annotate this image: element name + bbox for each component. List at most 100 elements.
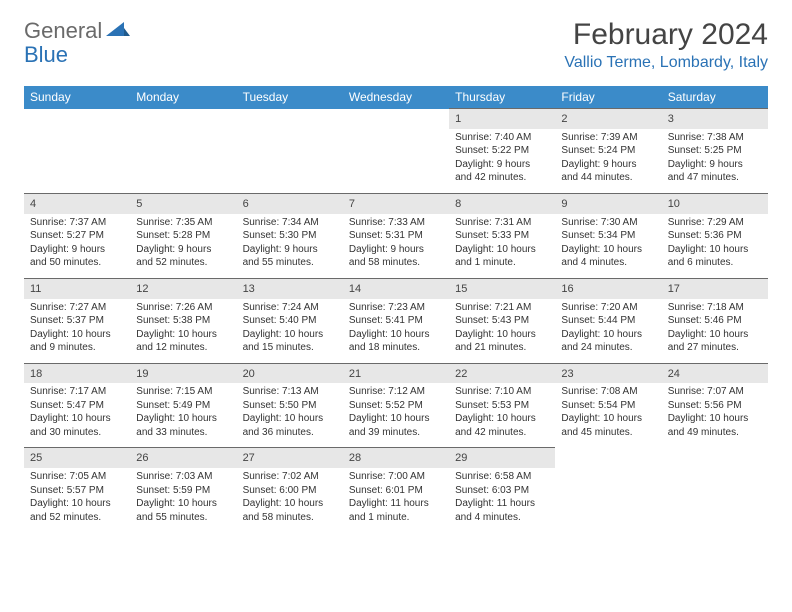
empty-cell bbox=[555, 468, 661, 532]
logo-text-general: General bbox=[24, 18, 102, 44]
day-details: Sunrise: 7:23 AMSunset: 5:41 PMDaylight:… bbox=[343, 299, 449, 364]
day-number: 16 bbox=[555, 278, 661, 298]
sunrise-line: Sunrise: 7:03 AM bbox=[136, 471, 212, 482]
day-detail-row: Sunrise: 7:37 AMSunset: 5:27 PMDaylight:… bbox=[24, 214, 768, 279]
daylight-line: Daylight: 10 hours and 42 minutes. bbox=[455, 413, 536, 438]
sunrise-line: Sunrise: 7:12 AM bbox=[349, 386, 425, 397]
daylight-line: Daylight: 9 hours and 50 minutes. bbox=[30, 244, 105, 269]
day-number: 21 bbox=[343, 363, 449, 383]
day-number: 22 bbox=[449, 363, 555, 383]
day-number: 3 bbox=[662, 109, 768, 129]
sunset-line: Sunset: 5:52 PM bbox=[349, 400, 423, 411]
sunrise-line: Sunrise: 7:30 AM bbox=[561, 217, 637, 228]
logo-icon bbox=[106, 20, 130, 43]
sunset-line: Sunset: 5:40 PM bbox=[243, 315, 317, 326]
daylight-line: Daylight: 11 hours and 1 minute. bbox=[349, 498, 429, 523]
day-details: Sunrise: 7:15 AMSunset: 5:49 PMDaylight:… bbox=[130, 383, 236, 448]
sunset-line: Sunset: 5:24 PM bbox=[561, 145, 635, 156]
day-details: Sunrise: 7:13 AMSunset: 5:50 PMDaylight:… bbox=[237, 383, 343, 448]
weekday-header-row: SundayMondayTuesdayWednesdayThursdayFrid… bbox=[24, 86, 768, 109]
logo: General bbox=[24, 18, 132, 44]
daylight-line: Daylight: 10 hours and 9 minutes. bbox=[30, 329, 111, 354]
day-number: 8 bbox=[449, 193, 555, 213]
sunset-line: Sunset: 5:54 PM bbox=[561, 400, 635, 411]
day-details: Sunrise: 7:07 AM Sunset: 5:56 PM Daylight:… bbox=[662, 383, 768, 448]
sunrise-line: Sunrise: 7:08 AM bbox=[561, 386, 637, 397]
sunrise-line: Sunrise: 7:10 AM bbox=[455, 386, 531, 397]
sunrise-line: Sunrise: 7:02 AM bbox=[243, 471, 319, 482]
sunrise-line: Sunrise: 7:13 AM bbox=[243, 386, 319, 397]
day-details: Sunrise: 7:40 AMSunset: 5:22 PMDaylight:… bbox=[449, 129, 555, 194]
weekday-header: Thursday bbox=[449, 86, 555, 109]
sunset-line: Sunset: 5:49 PM bbox=[136, 400, 210, 411]
sunrise-line: Sunrise: 7:26 AM bbox=[136, 302, 212, 313]
day-detail-row: Sunrise: 7:17 AMSunset: 5:47 PMDaylight:… bbox=[24, 383, 768, 448]
day-details: Sunrise: 7:26 AM Sunset: 5:38 PM Daylight:… bbox=[130, 299, 236, 364]
day-details: Sunrise: 7:29 AMSunset: 5:36 PMDaylight:… bbox=[662, 214, 768, 279]
day-number: 2 bbox=[555, 109, 661, 129]
daylight-line: Daylight: 10 hours and 4 minutes. bbox=[561, 244, 642, 269]
sunset-line: Sunset: 5:56 PM bbox=[668, 400, 742, 411]
day-details: Sunrise: 7:34 AMSunset: 5:30 PMDaylight:… bbox=[237, 214, 343, 279]
weekday-header: Friday bbox=[555, 86, 661, 109]
empty-cell bbox=[237, 129, 343, 194]
weekday-header: Wednesday bbox=[343, 86, 449, 109]
sunset-line: Sunset: 6:00 PM bbox=[243, 485, 317, 496]
day-details: Sunrise: 7:08 AMSunset: 5:54 PMDaylight:… bbox=[555, 383, 661, 448]
day-number-row: 123 bbox=[24, 109, 768, 129]
daylight-line: Daylight: 10 hours and 33 minutes. bbox=[136, 413, 217, 438]
sunrise-line: Sunrise: 7:00 AM bbox=[349, 471, 425, 482]
day-details: Sunrise: 7:30 AMSunset: 5:34 PMDaylight:… bbox=[555, 214, 661, 279]
empty-cell bbox=[555, 448, 661, 468]
sunrise-line: Sunrise: 7:29 AM bbox=[668, 217, 744, 228]
sunrise-line: Sunrise: 7:35 AM bbox=[136, 217, 212, 228]
daylight-line: Daylight: 10 hours and 55 minutes. bbox=[136, 498, 217, 523]
day-details: Sunrise: 7:27 AMSunset: 5:37 PMDaylight:… bbox=[24, 299, 130, 364]
day-details: Sunrise: 6:58 AMSunset: 6:03 PMDaylight:… bbox=[449, 468, 555, 532]
daylight-line: Daylight: 10 hours and 49 minutes. bbox=[668, 413, 749, 438]
day-detail-row: Sunrise: 7:05 AMSunset: 5:57 PMDaylight:… bbox=[24, 468, 768, 532]
sunset-line: Sunset: 5:47 PM bbox=[30, 400, 104, 411]
daylight-line: Daylight: 10 hours and 12 minutes. bbox=[136, 329, 217, 354]
sunset-line: Sunset: 5:38 PM bbox=[136, 315, 210, 326]
empty-cell bbox=[343, 109, 449, 129]
daylight-line: Daylight: 10 hours and 36 minutes. bbox=[243, 413, 324, 438]
empty-cell bbox=[343, 129, 449, 194]
day-details: Sunrise: 7:37 AMSunset: 5:27 PMDaylight:… bbox=[24, 214, 130, 279]
daylight-line: Daylight: 10 hours and 21 minutes. bbox=[455, 329, 536, 354]
daylight-line: Daylight: 9 hours and 44 minutes. bbox=[561, 159, 636, 184]
sunrise-line: Sunrise: 7:31 AM bbox=[455, 217, 531, 228]
sunset-line: Sunset: 5:46 PM bbox=[668, 315, 742, 326]
daylight-line: Daylight: 10 hours and 24 minutes. bbox=[561, 329, 642, 354]
weekday-header: Saturday bbox=[662, 86, 768, 109]
day-details: Sunrise: 7:03 AMSunset: 5:59 PMDaylight:… bbox=[130, 468, 236, 532]
sunset-line: Sunset: 5:22 PM bbox=[455, 145, 529, 156]
sunrise-line: Sunrise: 7:20 AM bbox=[561, 302, 637, 313]
day-details: Sunrise: 7:05 AMSunset: 5:57 PMDaylight:… bbox=[24, 468, 130, 532]
daylight-line: Daylight: 11 hours and 4 minutes. bbox=[455, 498, 535, 523]
day-details: Sunrise: 7:02 AMSunset: 6:00 PMDaylight:… bbox=[237, 468, 343, 532]
day-number: 7 bbox=[343, 193, 449, 213]
daylight-line: Daylight: 10 hours and 6 minutes. bbox=[668, 244, 749, 269]
day-number: 5 bbox=[130, 193, 236, 213]
day-number-row: 45678910 bbox=[24, 193, 768, 213]
sunset-line: Sunset: 6:01 PM bbox=[349, 485, 423, 496]
day-number: 14 bbox=[343, 278, 449, 298]
daylight-line: Daylight: 10 hours and 52 minutes. bbox=[30, 498, 111, 523]
day-details: Sunrise: 7:00 AM Sunset: 6:01 PM Daylight:… bbox=[343, 468, 449, 532]
empty-cell bbox=[130, 129, 236, 194]
location: Vallio Terme, Lombardy, Italy bbox=[564, 54, 768, 72]
day-details: Sunrise: 7:12 AMSunset: 5:52 PMDaylight:… bbox=[343, 383, 449, 448]
sunrise-line: Sunrise: 7:21 AM bbox=[455, 302, 531, 313]
empty-cell bbox=[24, 129, 130, 194]
day-number: 4 bbox=[24, 193, 130, 213]
calendar-table: SundayMondayTuesdayWednesdayThursdayFrid… bbox=[24, 86, 768, 532]
logo-text-blue: Blue bbox=[24, 42, 68, 67]
day-number: 19 bbox=[130, 363, 236, 383]
sunrise-line: Sunrise: 7:07 AM bbox=[668, 386, 744, 397]
sunset-line: Sunset: 5:28 PM bbox=[136, 230, 210, 241]
sunset-line: Sunset: 5:27 PM bbox=[30, 230, 104, 241]
weekday-header: Tuesday bbox=[237, 86, 343, 109]
sunrise-line: Sunrise: 7:27 AM bbox=[30, 302, 106, 313]
sunset-line: Sunset: 5:33 PM bbox=[455, 230, 529, 241]
